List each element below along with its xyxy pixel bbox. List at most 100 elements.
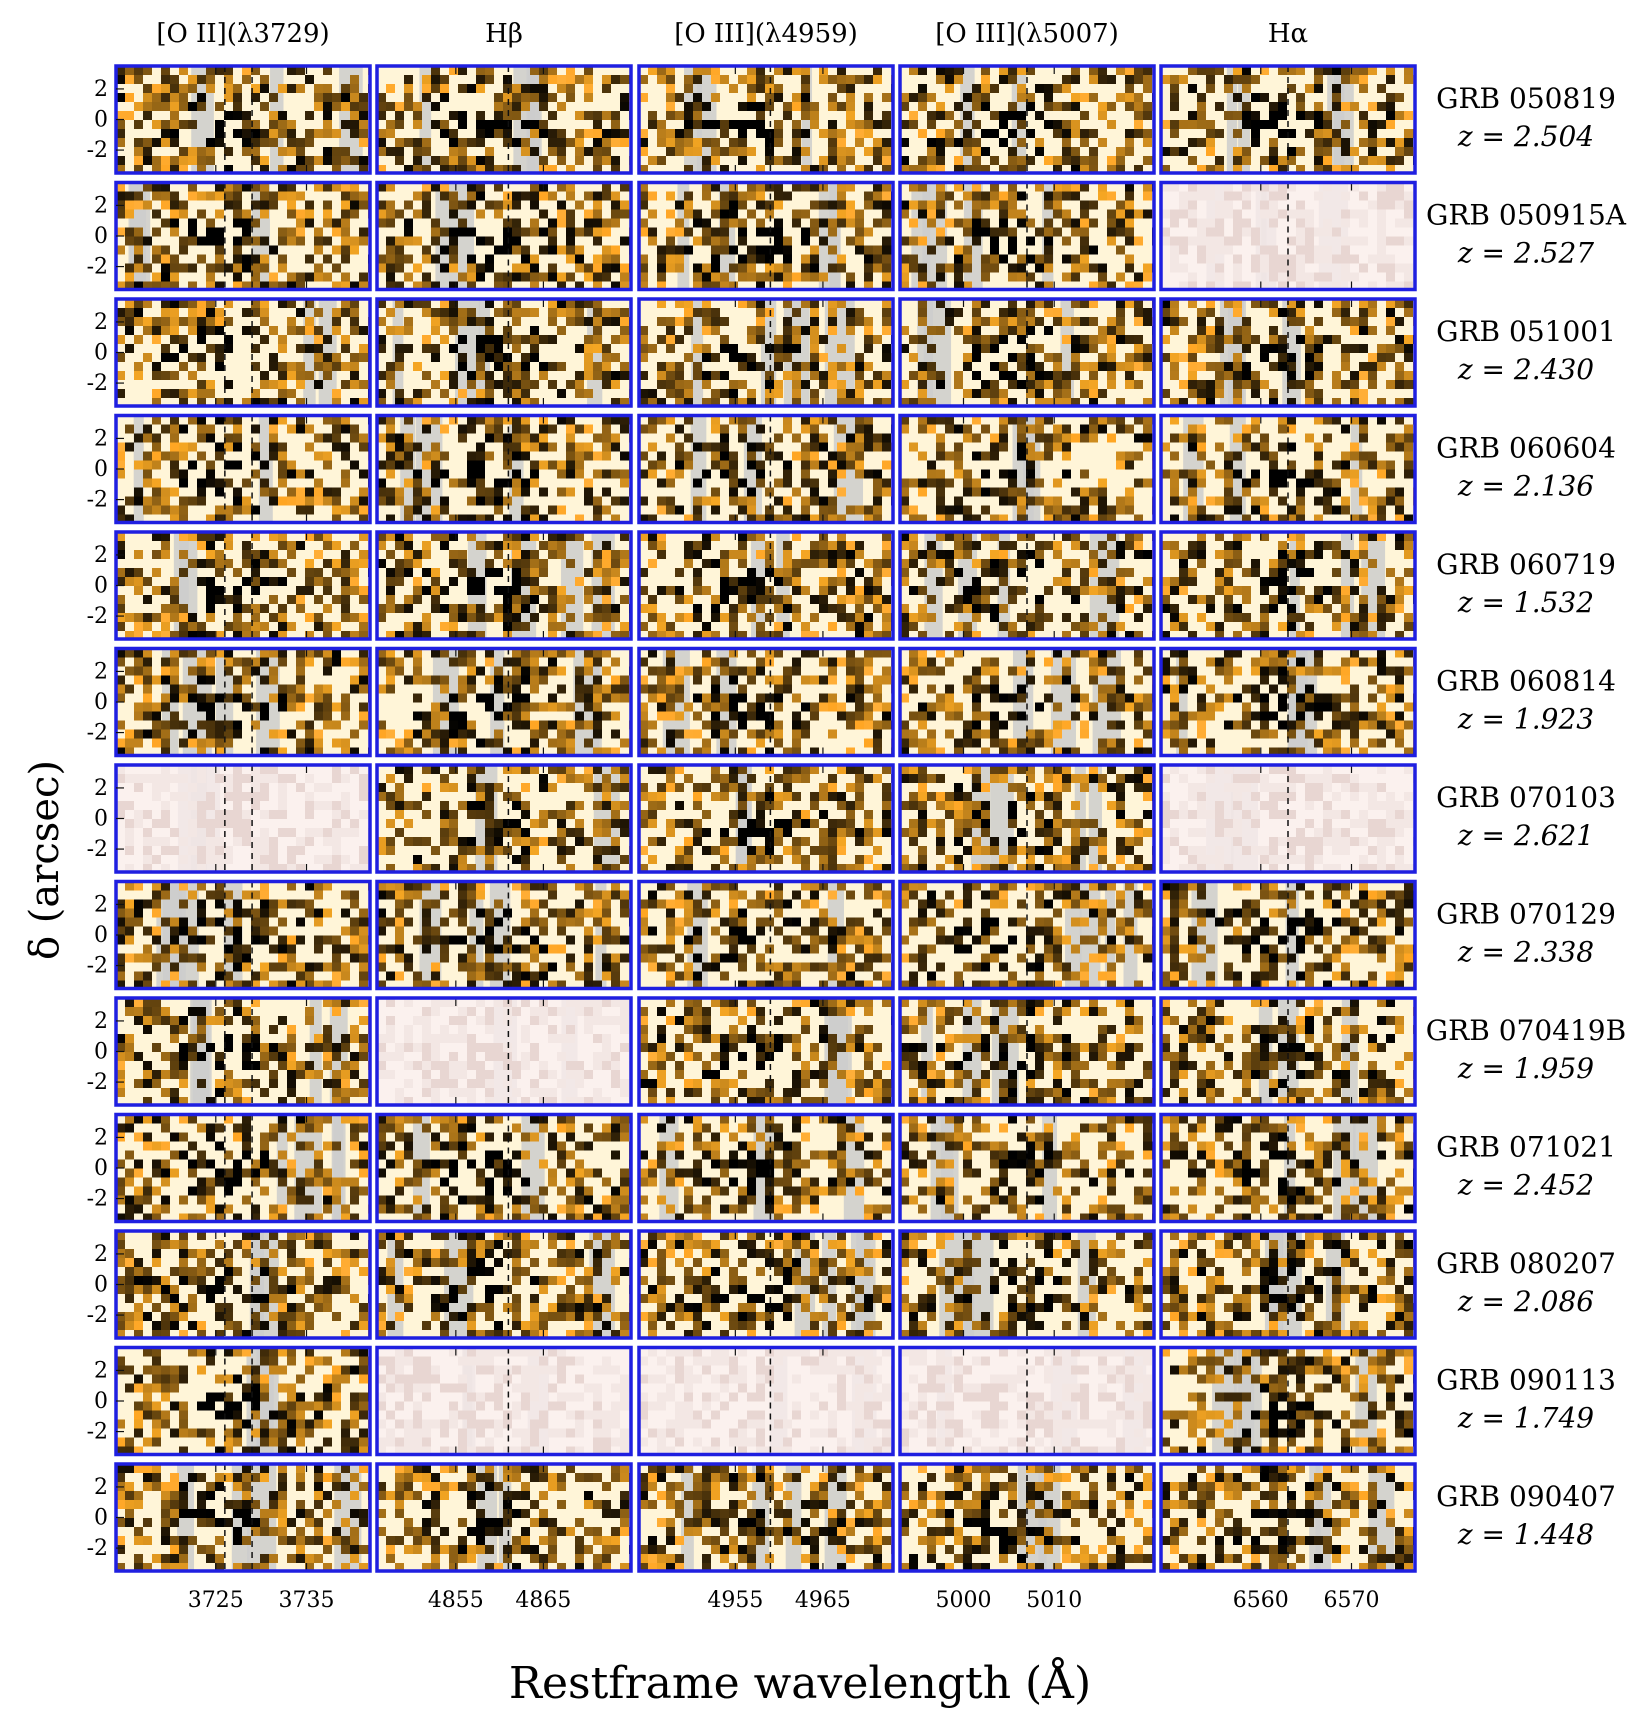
masked-band (1255, 182, 1267, 290)
panel-r11-c4 (1159, 1345, 1417, 1457)
y-tick-label: -2 (87, 604, 108, 629)
y-tick-label: 0 (94, 1506, 108, 1531)
panel-r9-c1 (375, 1112, 633, 1224)
row-label-grb: GRB 070419B (1426, 1014, 1626, 1047)
x-axis-label: Restframe wavelength (Å) (509, 1656, 1091, 1709)
panel-frame (898, 64, 1156, 175)
x-tick-labels: 3725 3735 4855 4865 4955 4965 5000 5010 6560 6570 (188, 1588, 1380, 1613)
row-label-grb: GRB 070103 (1436, 781, 1616, 814)
panel-r2-c1 (375, 297, 633, 408)
panel-frame (1159, 413, 1417, 525)
y-tick-label: 2 (94, 659, 108, 684)
panel-frame (898, 646, 1156, 758)
panel-r3-c0: 2 0 -2 (87, 413, 372, 525)
panel-frame (375, 879, 633, 991)
column-title-1: Hβ (485, 19, 523, 49)
panel-frame (375, 1462, 633, 1573)
column-title-3: [O III](λ5007) (935, 19, 1119, 49)
x-tick-label: 3725 (188, 1588, 244, 1613)
panel-frame (1159, 1229, 1417, 1340)
panel-r9-c0: 2 0 -2 (87, 1112, 372, 1224)
panel-frame (375, 180, 633, 292)
panel-frame (898, 763, 1156, 874)
panel-r3-c2 (637, 413, 895, 525)
panel-frame (898, 1462, 1156, 1573)
panel-frame (1159, 1462, 1417, 1573)
panel-r11-c2 (637, 1345, 895, 1457)
y-tick-label: -2 (87, 1536, 108, 1561)
panel-frame (1159, 64, 1417, 175)
panel-frame (637, 1112, 895, 1224)
masked-band (1176, 648, 1188, 756)
panel-frame (1159, 646, 1417, 758)
y-tick-label: -2 (87, 371, 108, 396)
x-tick-label: 6570 (1324, 1588, 1380, 1613)
panel-frame (1159, 297, 1417, 408)
x-tick-label: 6560 (1233, 1588, 1289, 1613)
y-tick-label: -2 (87, 1070, 108, 1095)
row-label-redshift: z = 2.621 (1457, 819, 1594, 852)
panel-frame (1159, 763, 1417, 874)
row-label-grb: GRB 090113 (1436, 1364, 1616, 1397)
panel-frame (375, 413, 633, 525)
panel-r2-c0: 2 0 -2 (87, 297, 372, 408)
panel-frame (637, 996, 895, 1107)
panel-frame (637, 646, 895, 758)
row-label-redshift: z = 2.430 (1457, 353, 1594, 386)
y-tick-label: -2 (87, 954, 108, 979)
panel-frame (898, 530, 1156, 641)
panel-r1-c1 (375, 180, 633, 292)
panel-r8-c3 (898, 996, 1156, 1107)
panel-r5-c4 (1159, 646, 1417, 758)
row-label-redshift: z = 1.923 (1457, 703, 1594, 736)
column-title-0: [O II](λ3729) (156, 19, 329, 49)
panel-r7-c3 (898, 879, 1156, 991)
panel-frame (375, 996, 633, 1107)
panel-r12-c4 (1159, 1462, 1417, 1573)
panel-r4-c1 (375, 530, 633, 641)
panel-r4-c0: 2 0 -2 (87, 530, 372, 641)
panel-r12-c1 (375, 1462, 633, 1573)
y-tick-label: -2 (87, 1420, 108, 1445)
panel-frame (375, 646, 633, 758)
panel-frame (637, 879, 895, 991)
panel-r0-c1 (375, 64, 633, 175)
y-tick-label: 0 (94, 1040, 108, 1065)
panel-frame (1159, 996, 1417, 1107)
x-tick-label: 4955 (707, 1588, 763, 1613)
y-tick-label: -2 (87, 1303, 108, 1328)
y-tick-label: 0 (94, 341, 108, 366)
panel-r2-c2 (637, 297, 895, 408)
y-tick-label: 2 (94, 892, 108, 917)
panel-r1-c3 (898, 180, 1156, 292)
panel-frame (1159, 530, 1417, 641)
panel-r4-c2 (637, 530, 895, 641)
x-tick-label: 4965 (795, 1588, 851, 1613)
x-tick-label: 5000 (936, 1588, 992, 1613)
panel-r9-c3 (898, 1112, 1156, 1224)
x-tick-label: 4855 (428, 1588, 484, 1613)
masked-band (1104, 881, 1116, 989)
column-titles: [O II](λ3729) Hβ [O III](λ4959) [O III](λ50… (156, 19, 1308, 49)
panel-r1-c0: 2 0 -2 (87, 180, 372, 292)
panel-frame (898, 1229, 1156, 1340)
panel-grid: 2 0 -2 2 0 -2 2 0 -2 2 0 -2 2 0 -2 2 0 -2 2 0 -2 2 0 -2 2 0 -2 2 0 -2… (87, 64, 1417, 1573)
x-tick-label: 4865 (515, 1588, 571, 1613)
row-label-redshift: z = 1.532 (1457, 586, 1594, 619)
panel-frame (898, 413, 1156, 525)
panel-r5-c0: 2 0 -2 (87, 646, 372, 758)
panel-r12-c2 (637, 1462, 895, 1573)
panel-frame (375, 1112, 633, 1224)
panel-frame (637, 1229, 895, 1340)
panel-r10-c3 (898, 1229, 1156, 1340)
panel-frame (637, 180, 895, 292)
masked-band (659, 1114, 679, 1222)
panel-r6-c0: 2 0 -2 (87, 763, 372, 874)
panel-frame (1159, 1112, 1417, 1224)
y-tick-label: -2 (87, 1187, 108, 1212)
row-label-grb: GRB 050915A (1426, 199, 1627, 232)
panel-r5-c1 (375, 646, 633, 758)
masked-band (963, 1231, 975, 1338)
panel-r10-c1 (375, 1229, 633, 1340)
